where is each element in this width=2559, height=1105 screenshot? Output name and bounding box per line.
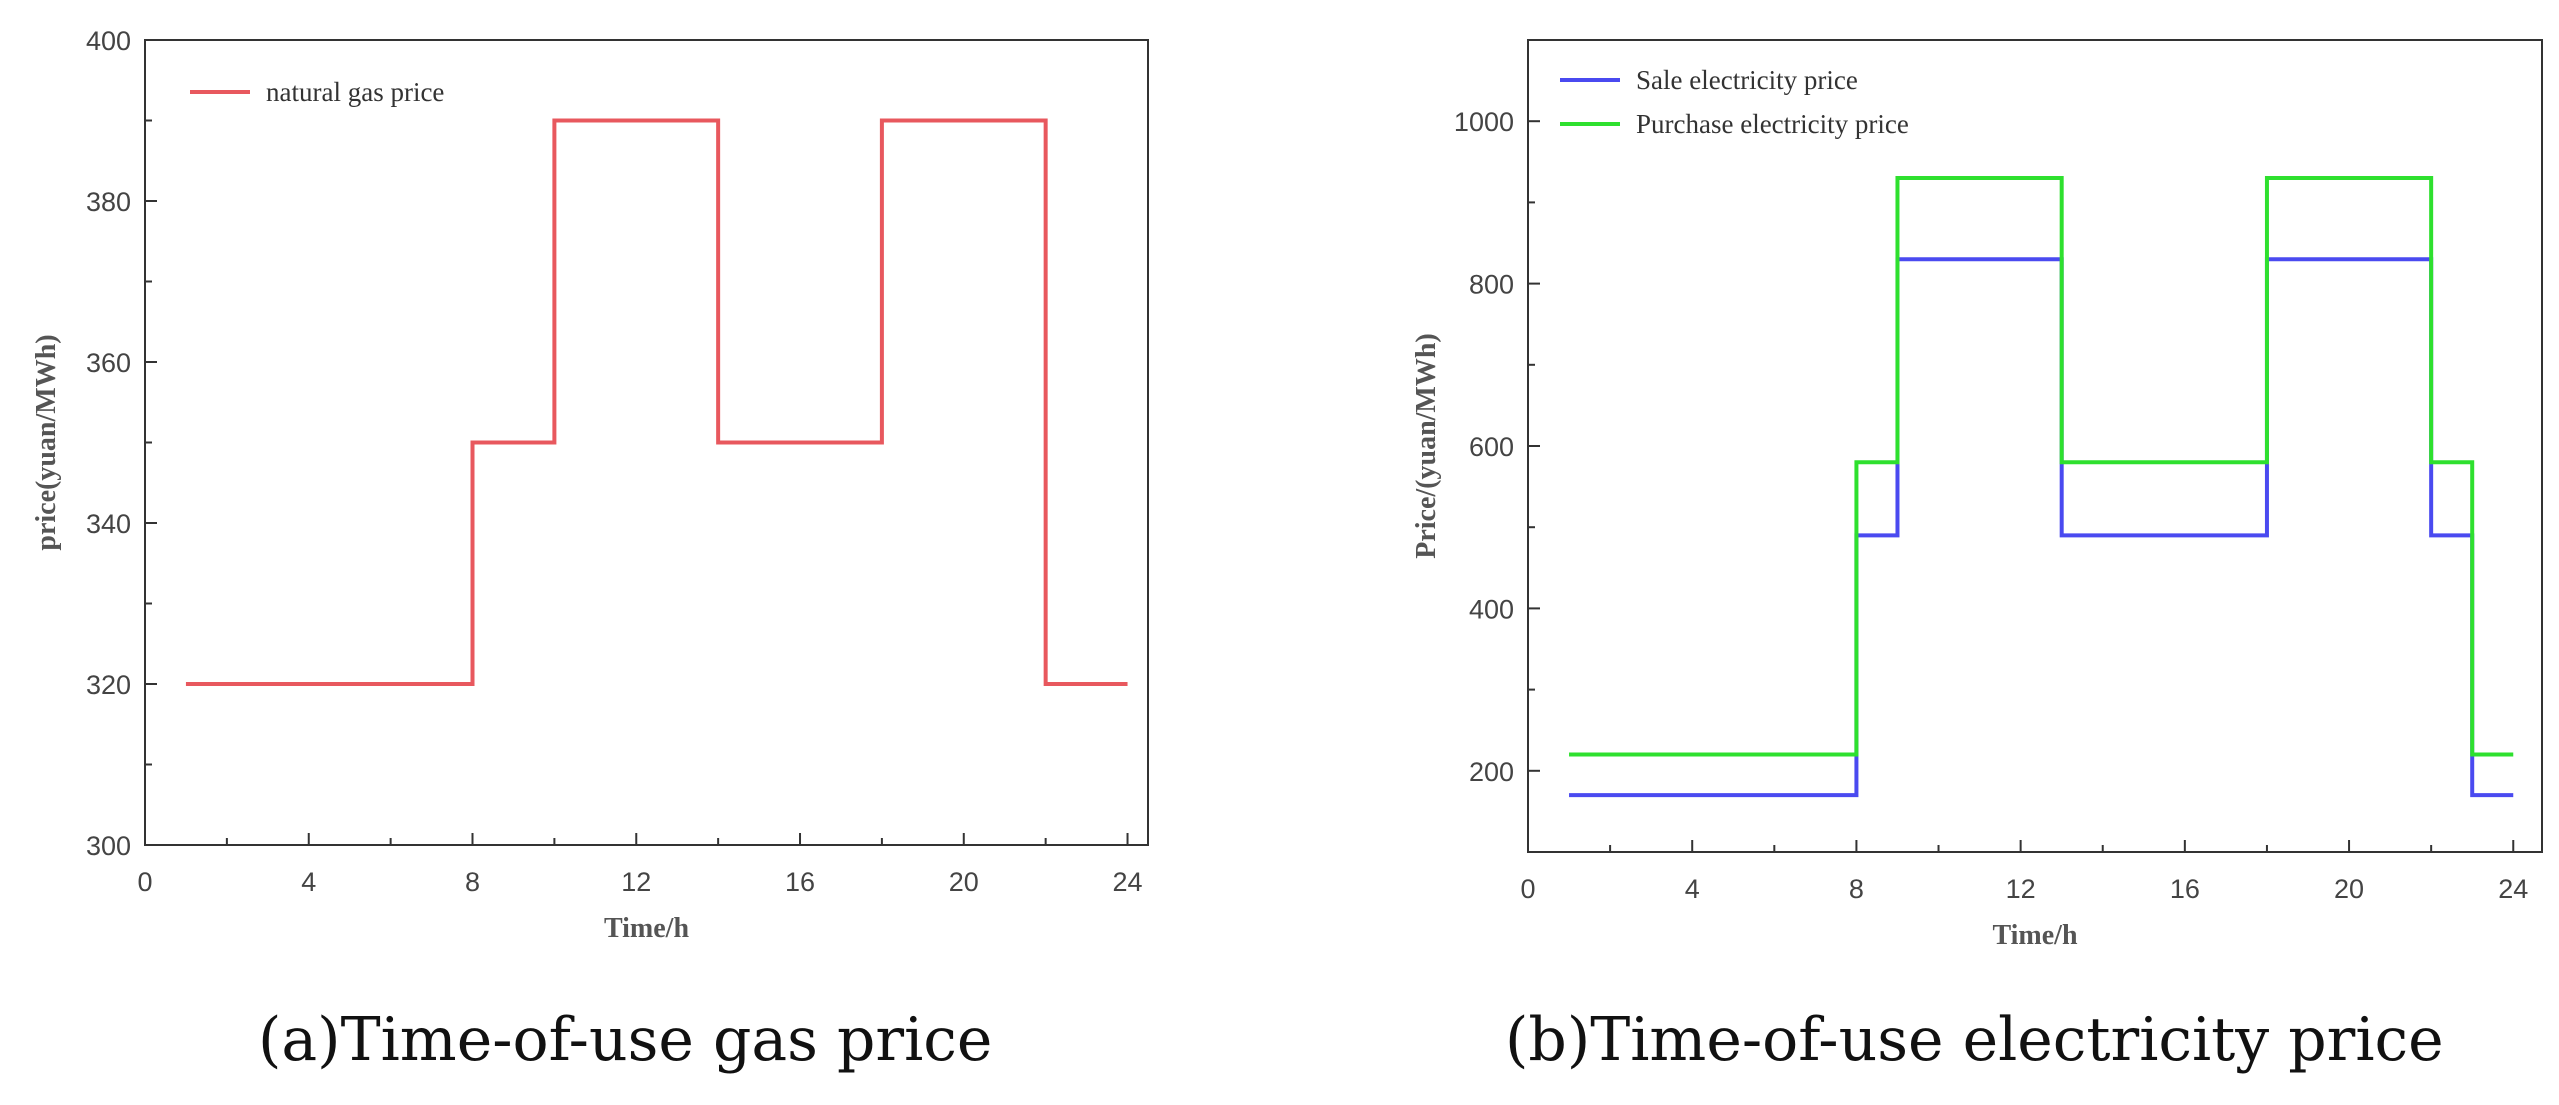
gas-price-caption: (a)Time-of-use gas price	[258, 1005, 993, 1075]
y-tick-label: 340	[86, 509, 131, 539]
x-tick-label: 12	[2006, 874, 2036, 904]
y-tick-label: 300	[86, 831, 131, 861]
x-tick-label: 8	[1849, 874, 1864, 904]
y-tick-label: 320	[86, 670, 131, 700]
legend-label: Purchase electricity price	[1636, 109, 1909, 139]
y-tick-label: 400	[1469, 594, 1514, 624]
x-tick-label: 4	[1685, 874, 1700, 904]
electricity-price-panel: 0 4 8 12 16 20 24 200 400 600 800 1000 Time/h Price/(…	[1300, 0, 2559, 1105]
x-tick-label: 12	[621, 867, 651, 897]
plot-frame	[144, 39, 1149, 846]
electricity-price-caption: (b)Time-of-use electricity price	[1505, 1005, 2444, 1075]
x-tick-label: 24	[2498, 874, 2528, 904]
y-tick-label: 360	[86, 348, 131, 378]
series-line-sale-electricity-price	[1569, 257, 2514, 798]
series-line-natural-gas-price	[185, 118, 1128, 686]
x-axis-label: Time/h	[604, 913, 689, 944]
plot-frame	[1527, 39, 2543, 853]
x-tick-label: 0	[137, 867, 152, 897]
y-tick-label: 600	[1469, 432, 1514, 462]
x-tick-label: 20	[949, 867, 979, 897]
y-tick-label: 200	[1469, 757, 1514, 787]
legend-label: natural gas price	[266, 77, 444, 107]
y-tick-label: 380	[86, 187, 131, 217]
gas-price-chart: 0 4 8 12 16 20 24 300 320 340 360 380 400 Time/h price…	[31, 26, 1149, 944]
x-axis-label: Time/h	[1992, 920, 2077, 951]
x-tick-label: 4	[301, 867, 316, 897]
gas-price-panel: 0 4 8 12 16 20 24 300 320 340 360 380 400 Time/h price…	[0, 0, 1230, 1105]
y-axis-label: Price/(yuan/MWh)	[1411, 333, 1442, 559]
y-tick-label: 400	[86, 26, 131, 56]
x-tick-label: 16	[2170, 874, 2200, 904]
legend-label: Sale electricity price	[1636, 65, 1858, 95]
x-tick-label: 0	[1520, 874, 1535, 904]
y-tick-label: 800	[1469, 270, 1514, 300]
y-axis-label: price(yuan/MWh)	[31, 334, 62, 550]
electricity-price-chart: 0 4 8 12 16 20 24 200 400 600 800 1000 Time/h Price/(…	[1411, 39, 2543, 951]
x-tick-label: 16	[785, 867, 815, 897]
y-tick-label: 1000	[1454, 107, 1514, 137]
x-tick-label: 8	[465, 867, 480, 897]
x-tick-label: 24	[1113, 867, 1143, 897]
x-tick-label: 20	[2334, 874, 2364, 904]
series-line-purchase-electricity-price	[1569, 176, 2514, 757]
